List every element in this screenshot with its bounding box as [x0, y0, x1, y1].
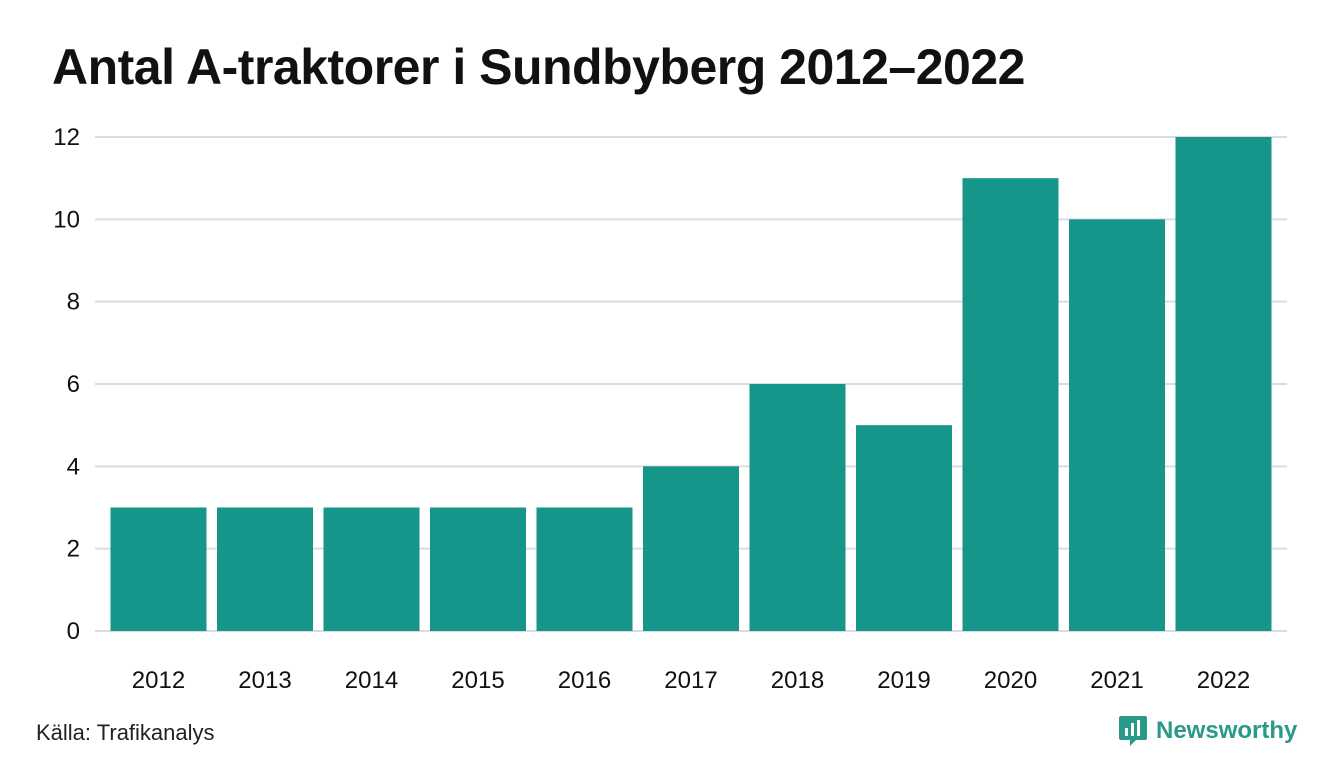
- x-tick-label: 2017: [664, 667, 717, 694]
- bar-2020: [962, 178, 1059, 631]
- bar-2021: [1069, 219, 1165, 632]
- y-tick-label: 6: [67, 371, 80, 398]
- brand-name: Newsworthy: [1156, 717, 1298, 744]
- bar-2019: [856, 425, 952, 631]
- x-tick-label: 2015: [451, 667, 504, 694]
- x-tick-label: 2013: [238, 667, 291, 694]
- x-tick-label: 2019: [877, 667, 930, 694]
- x-tick-label: 2014: [345, 667, 398, 694]
- y-tick-label: 2: [67, 536, 80, 563]
- y-tick-label: 10: [53, 206, 80, 233]
- x-axis-ticks: 2012 2013 2014 2015 2016 2017 2018 2019 2020 2021…: [132, 667, 1250, 694]
- bar-2017: [643, 466, 739, 631]
- y-axis-ticks: 0 2 4 6 8 10 12: [53, 124, 80, 645]
- x-tick-label: 2012: [132, 667, 185, 694]
- x-tick-label: 2016: [558, 667, 611, 694]
- y-tick-label: 8: [67, 289, 80, 316]
- y-tick-label: 0: [67, 618, 80, 645]
- bar-2022: [1175, 137, 1272, 631]
- bar-2012: [110, 507, 207, 631]
- x-tick-label: 2021: [1090, 667, 1143, 694]
- bar-2018: [749, 384, 846, 631]
- x-tick-label: 2020: [984, 667, 1037, 694]
- newsworthy-logo-icon: [1119, 716, 1147, 746]
- y-tick-label: 12: [53, 124, 80, 151]
- bar-2016: [536, 507, 633, 631]
- y-tick-label: 4: [67, 453, 80, 480]
- x-tick-label: 2022: [1197, 667, 1250, 694]
- chart-title: Antal A-traktorer i Sundbyberg 2012–2022: [52, 39, 1025, 95]
- x-tick-label: 2018: [771, 667, 824, 694]
- bar-2014: [323, 507, 420, 631]
- source-note: Källa: Trafikanalys: [36, 720, 215, 745]
- bar-2015: [430, 507, 526, 631]
- bar-2013: [217, 507, 313, 631]
- bars: [110, 137, 1272, 632]
- brand-logo: Newsworthy: [1118, 714, 1297, 748]
